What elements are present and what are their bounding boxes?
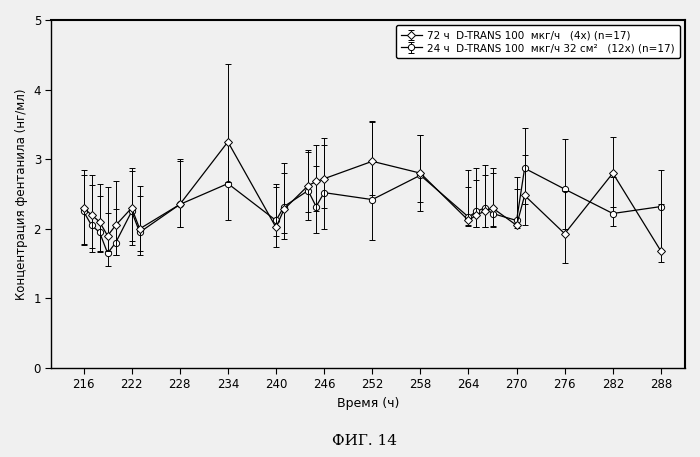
Y-axis label: Концентрация фентанила (нг/мл): Концентрация фентанила (нг/мл) xyxy=(15,88,28,300)
X-axis label: Время (ч): Время (ч) xyxy=(337,397,400,410)
Text: ФИГ. 14: ФИГ. 14 xyxy=(332,434,396,448)
Legend: 72 ч  D-TRANS 100  мкг/ч   (4x) (n=17), 24 ч  D-TRANS 100  мкг/ч 32 см²   (12x) : 72 ч D-TRANS 100 мкг/ч (4x) (n=17), 24 ч… xyxy=(395,25,680,58)
